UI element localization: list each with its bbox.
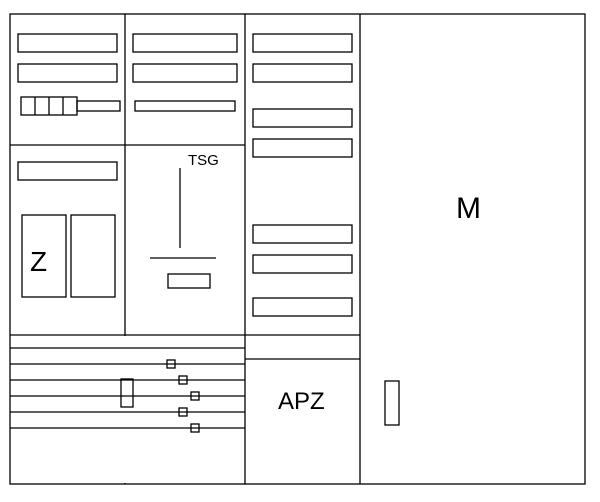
- label-z: Z: [30, 246, 47, 278]
- label-tsg: TSG: [188, 152, 219, 169]
- label-apz: APZ: [278, 388, 325, 416]
- label-m: M: [456, 192, 481, 226]
- diagram-stage: Z TSG APZ M: [0, 0, 600, 502]
- diagram-svg: [0, 0, 600, 502]
